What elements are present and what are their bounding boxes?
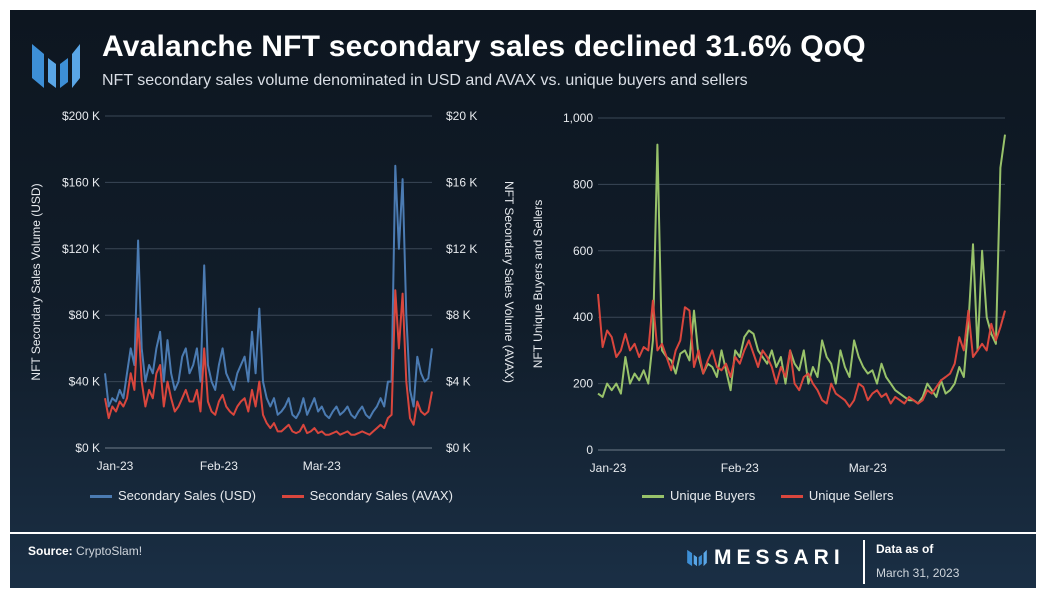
y-tick-left: $120 K — [62, 242, 100, 256]
footer-vertical-divider — [863, 540, 865, 584]
x-tick-label: Feb-23 — [200, 459, 238, 473]
y-tick: 1,000 — [563, 111, 593, 125]
y-tick-left: $80 K — [69, 308, 100, 322]
y-axis-label: NFT Unique Buyers and Sellers — [531, 200, 545, 369]
y-tick-left: $40 K — [69, 375, 100, 389]
series-line-sellers — [597, 293, 1006, 408]
y-tick-left: $200 K — [62, 109, 100, 123]
footer-divider — [10, 532, 1036, 534]
y-axis-label-left: NFT Secondary Sales Volume (USD) — [29, 183, 43, 380]
y-axis-label-right: NFT Secondary Sales Volume (AVAX) — [502, 181, 516, 383]
legend-label-avax: Secondary Sales (AVAX) — [309, 488, 453, 503]
y-tick-left: $0 K — [75, 441, 100, 455]
messari-logo-icon — [32, 44, 80, 88]
x-tick-label: Jan-23 — [97, 459, 134, 473]
y-tick: 600 — [573, 244, 593, 258]
data-as-of-label: Data as of — [876, 542, 934, 556]
buyers-sellers-legend: Unique Buyers Unique Sellers — [642, 488, 915, 503]
y-tick-right: $20 K — [446, 109, 477, 123]
x-tick-label: Jan-23 — [590, 461, 627, 475]
legend-label-sellers: Unique Sellers — [808, 488, 894, 503]
legend-swatch-sellers — [780, 495, 803, 499]
page-title: Avalanche NFT secondary sales declined 3… — [102, 30, 866, 63]
y-tick: 400 — [573, 310, 593, 324]
buyers-sellers-chart: 0 200 400 600 800 1,000 Jan-23 Feb-23 Mar-23 NFT … — [531, 111, 1006, 475]
legend-item-avax[interactable]: Secondary Sales (AVAX) — [281, 488, 453, 503]
legend-swatch-buyers — [642, 495, 664, 499]
y-tick-right: $4 K — [446, 375, 471, 389]
y-tick: 200 — [573, 377, 593, 391]
brand-name: MESSARI — [714, 546, 845, 569]
legend-swatch-avax — [281, 495, 304, 499]
sales-volume-chart: $0 K $0 K $40 K $4 K $80 K $8 K $120 K $12 K $16… — [29, 109, 516, 473]
data-as-of-date: March 31, 2023 — [876, 566, 960, 580]
series-line-avax — [104, 289, 433, 436]
legend-item-usd[interactable]: Secondary Sales (USD) — [90, 488, 256, 503]
legend-label-buyers: Unique Buyers — [670, 488, 756, 503]
legend-swatch-usd — [90, 495, 112, 499]
y-tick-right: $12 K — [446, 242, 477, 256]
legend-item-buyers[interactable]: Unique Buyers — [642, 488, 755, 503]
legend-label-usd: Secondary Sales (USD) — [118, 488, 256, 503]
x-tick-label: Feb-23 — [721, 461, 759, 475]
y-tick-right: $16 K — [446, 175, 477, 189]
brand-wordmark: MESSARI — [686, 546, 845, 570]
series-line-usd — [104, 164, 433, 420]
y-tick: 800 — [573, 177, 593, 191]
legend-item-sellers[interactable]: Unique Sellers — [780, 488, 894, 503]
x-tick-label: Mar-23 — [849, 461, 887, 475]
chart-card: Avalanche NFT secondary sales declined 3… — [10, 10, 1036, 588]
y-tick-right: $0 K — [446, 441, 471, 455]
source-label: Source: — [28, 544, 73, 558]
source-value: CryptoSlam! — [76, 544, 143, 558]
y-tick-left: $160 K — [62, 175, 100, 189]
source-note: Source: CryptoSlam! — [28, 544, 142, 558]
y-tick: 0 — [586, 443, 593, 457]
messari-small-logo-icon — [687, 550, 707, 567]
y-tick-right: $8 K — [446, 308, 471, 322]
series-line-buyers — [597, 134, 1006, 405]
page-subtitle: NFT secondary sales volume denominated i… — [102, 72, 748, 89]
sales-legend: Secondary Sales (USD) Secondary Sales (A… — [90, 488, 475, 503]
x-tick-label: Mar-23 — [303, 459, 341, 473]
